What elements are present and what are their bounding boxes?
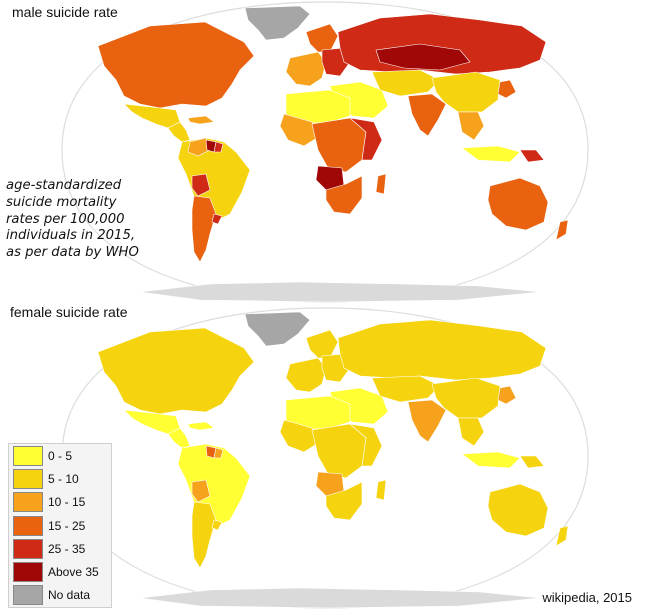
note-line: suicide mortality — [6, 194, 117, 210]
region-venezuela — [187, 137, 211, 157]
legend-label: 15 - 25 — [48, 518, 86, 533]
legend-item: Above 35 — [9, 560, 111, 583]
legend-item: 25 - 35 — [9, 537, 111, 560]
note-line: as per data by WHO — [6, 245, 139, 261]
region-china — [431, 377, 501, 419]
legend-swatch — [13, 562, 43, 583]
region-russia-core — [375, 43, 471, 71]
region-west-africa — [279, 113, 321, 147]
data-note: age-standardized suicide mortality rates… — [6, 178, 186, 262]
region-central-asia — [371, 69, 441, 97]
region-southern-africa — [325, 175, 363, 215]
region-china — [431, 71, 501, 113]
region-south-america-south — [191, 501, 217, 569]
legend-swatch — [13, 585, 43, 606]
region-south-america-south — [191, 195, 217, 263]
region-australia — [487, 177, 549, 231]
region-antarctica — [139, 281, 541, 303]
region-australia — [487, 483, 549, 537]
legend-label: 5 - 10 — [48, 471, 79, 486]
region-central-america — [167, 121, 191, 143]
male-map-panel: male suicide rate age-standardized suici… — [6, 1, 589, 303]
region-indonesia — [461, 451, 521, 469]
region-greenland — [244, 5, 311, 41]
legend-item: 5 - 10 — [9, 467, 111, 490]
legend-label: No data — [48, 588, 91, 603]
region-western-europe — [285, 357, 327, 393]
legend-label: 25 - 35 — [48, 541, 86, 556]
region-west-africa — [279, 419, 321, 453]
region-north-america — [97, 327, 255, 415]
region-korea-japan — [497, 79, 517, 99]
source-credit: wikipedia, 2015 — [542, 590, 632, 605]
region-greenland — [244, 311, 311, 347]
region-india — [407, 93, 447, 137]
region-suriname — [213, 447, 224, 459]
legend-item: 0 - 5 — [9, 444, 111, 467]
region-central-america — [167, 427, 191, 449]
legend: 0 - 5 5 - 10 10 - 15 15 - 25 25 - 35 Abo… — [8, 443, 112, 609]
legend-item: No data — [9, 584, 111, 607]
region-central-asia — [371, 375, 441, 403]
region-new-zealand — [555, 525, 569, 547]
region-indonesia — [461, 145, 521, 163]
region-papua — [519, 149, 545, 163]
region-southeast-asia — [457, 417, 485, 447]
region-north-america — [97, 21, 255, 109]
region-bolivia — [191, 173, 211, 197]
legend-label: 0 - 5 — [48, 448, 73, 463]
female-world-map — [61, 307, 589, 609]
female-map-title: female suicide rate — [10, 304, 128, 320]
male-world-map — [61, 1, 589, 303]
region-caribbean — [187, 115, 215, 125]
region-southern-africa — [325, 481, 363, 521]
female-map-panel: female suicide rate — [0, 304, 650, 612]
legend-item: 10 - 15 — [9, 491, 111, 514]
region-uruguay — [211, 213, 223, 225]
legend-swatch — [13, 538, 43, 559]
region-southeast-asia — [457, 111, 485, 141]
region-uruguay — [211, 519, 223, 531]
region-antarctica — [139, 587, 541, 609]
region-east-africa — [349, 423, 383, 467]
region-india — [407, 399, 447, 443]
region-suriname — [213, 141, 224, 153]
legend-swatch — [13, 492, 43, 513]
male-map-title: male suicide rate — [12, 4, 118, 20]
note-line: rates per 100,000 — [6, 211, 125, 227]
legend-swatch — [13, 515, 43, 536]
region-korea-japan — [497, 385, 517, 405]
note-line: age-standardized — [6, 178, 122, 193]
note-line: individuals in 2015, — [6, 228, 136, 244]
legend-label: 10 - 15 — [48, 495, 86, 510]
region-western-europe — [285, 51, 327, 87]
region-bolivia — [191, 479, 211, 503]
legend-swatch — [13, 468, 43, 489]
region-russia — [337, 319, 547, 381]
legend-label: Above 35 — [48, 565, 99, 580]
legend-item: 15 - 25 — [9, 514, 111, 537]
region-madagascar — [375, 479, 387, 501]
region-new-zealand — [555, 219, 569, 241]
region-caribbean — [187, 421, 215, 431]
region-papua — [519, 455, 545, 469]
legend-swatch — [13, 445, 43, 466]
region-madagascar — [375, 173, 387, 195]
region-east-africa — [349, 117, 383, 161]
